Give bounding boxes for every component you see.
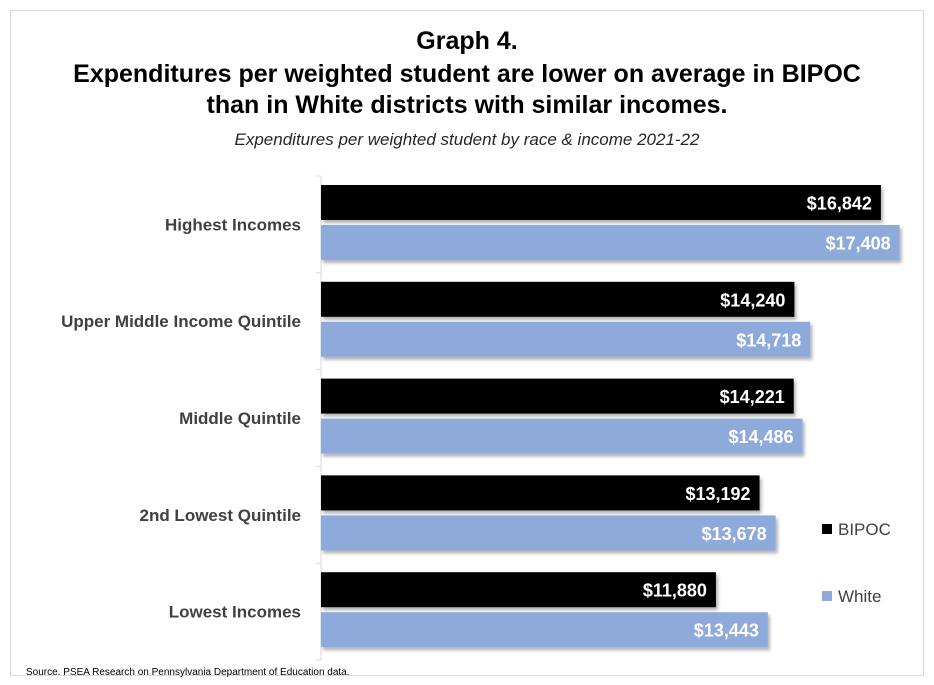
- data-label: $14,240: [720, 290, 785, 310]
- bar-bipoc: [321, 475, 760, 511]
- bar-bipoc: [321, 378, 794, 414]
- chart-subtitle: Expenditures per weighted student by rac…: [234, 130, 700, 149]
- legend-swatch-bipoc: [822, 524, 832, 534]
- chart-title-line-3: than in White districts with similar inc…: [206, 91, 728, 119]
- source-note: Source. PSEA Research on Pennsylvania De…: [26, 667, 350, 678]
- bar-bipoc: [321, 281, 795, 317]
- legend-label-bipoc: BIPOC: [838, 520, 891, 539]
- legend-label-white: White: [838, 587, 881, 606]
- data-label: $14,486: [728, 427, 793, 447]
- data-label: $11,880: [643, 581, 707, 601]
- bar-white: [321, 225, 900, 260]
- category-label: Upper Middle Income Quintile: [61, 312, 301, 331]
- data-label: $14,718: [736, 330, 801, 350]
- data-label: $14,221: [720, 387, 785, 407]
- category-label: Lowest Incomes: [169, 603, 301, 622]
- category-label: Middle Quintile: [179, 409, 301, 428]
- bar-bipoc: [321, 185, 881, 220]
- category-label: Highest Incomes: [165, 215, 301, 234]
- category-label: 2nd Lowest Quintile: [139, 506, 301, 525]
- bar-white: [321, 515, 776, 551]
- bar-white: [321, 612, 768, 648]
- data-label: $13,443: [694, 621, 759, 641]
- bar-white: [321, 418, 803, 454]
- data-label: $17,408: [826, 234, 891, 254]
- chart-title-line-2: Expenditures per weighted student are lo…: [73, 60, 861, 88]
- legend-swatch-white: [822, 591, 832, 601]
- data-label: $13,678: [702, 524, 767, 544]
- bar-bipoc: [321, 572, 716, 608]
- chart-title-line-1: Graph 4.: [416, 27, 518, 55]
- data-label: $16,842: [807, 194, 872, 214]
- bar-white: [321, 321, 811, 357]
- data-label: $13,192: [685, 484, 750, 504]
- chart-frame: [10, 10, 924, 676]
